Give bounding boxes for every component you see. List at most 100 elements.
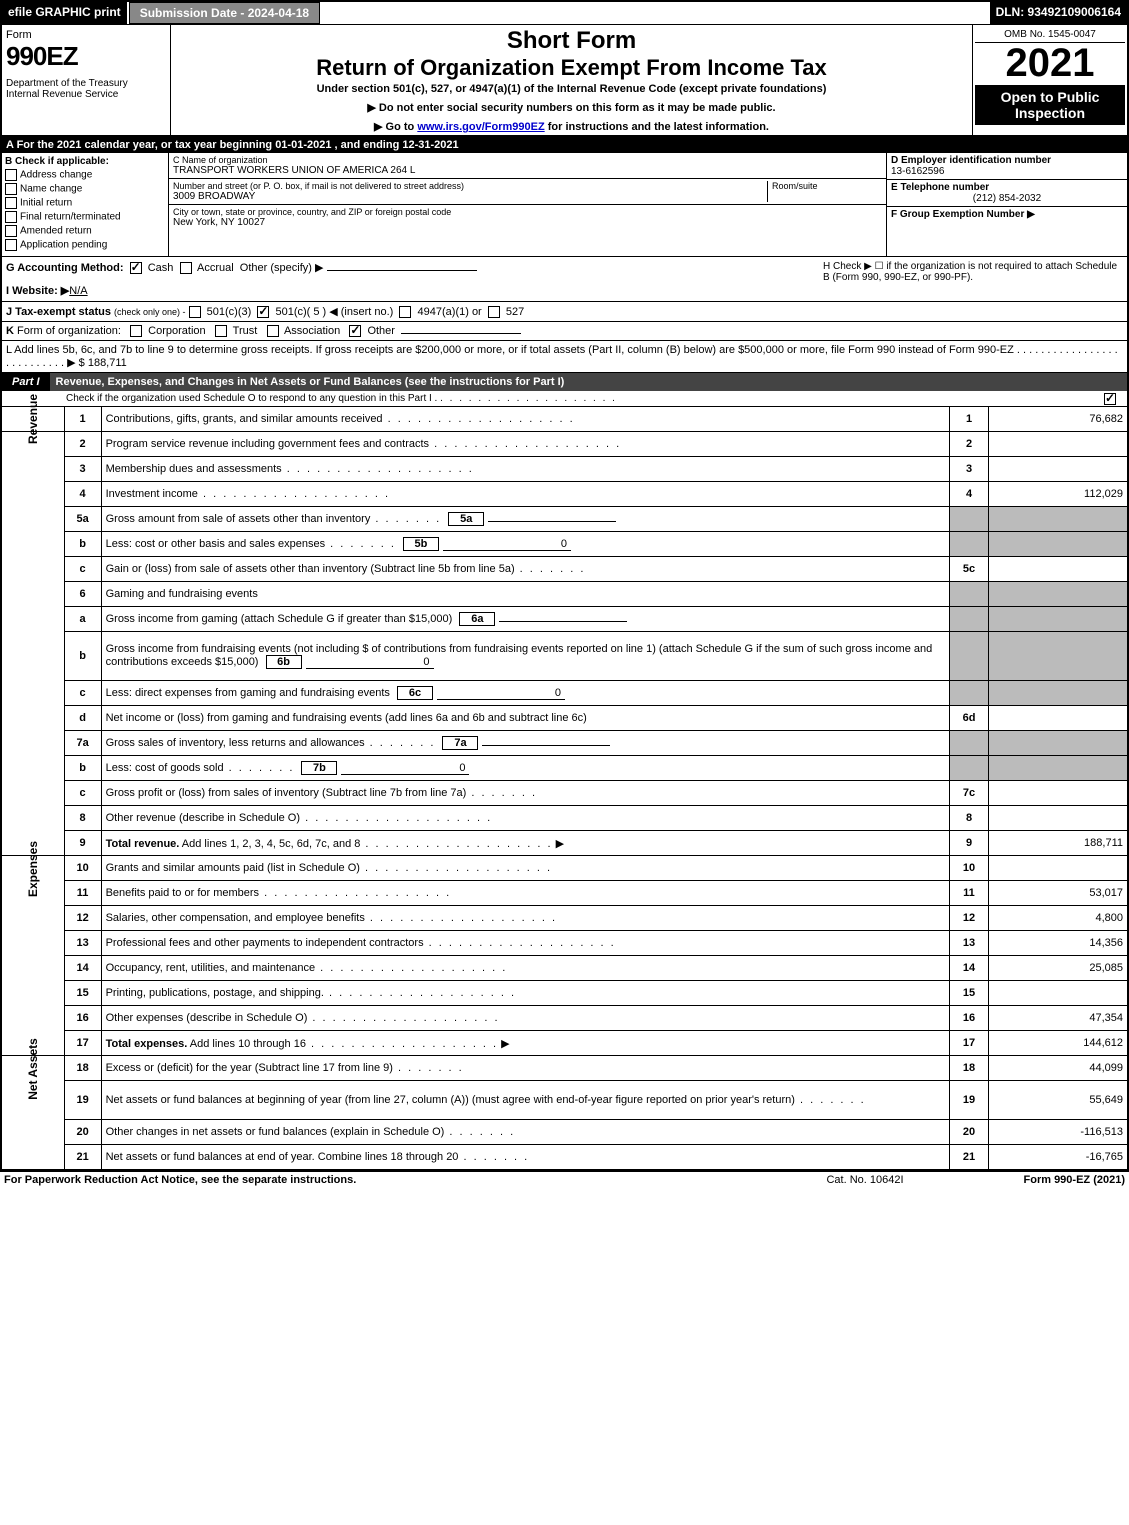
form-number: 990EZ [6,41,166,72]
cb-address-change[interactable]: Address change [5,169,165,181]
amt-7b-shaded [989,756,1128,781]
d-label: D Employer identification number [891,155,1051,166]
schedule-o-text: Check if the organization used Schedule … [6,393,437,404]
desc-5b: Less: cost or other basis and sales expe… [101,532,949,557]
desc-5c: Gain or (loss) from sale of assets other… [101,557,949,582]
ln-12: 12 [64,906,101,931]
cb-cash[interactable] [130,262,142,274]
cb-527[interactable] [488,306,500,318]
org-name-cell: C Name of organization TRANSPORT WORKERS… [169,153,886,179]
part-1-header: Part I Revenue, Expenses, and Changes in… [2,373,1127,391]
desc-2: Program service revenue including govern… [101,432,949,457]
amt-12: 4,800 [989,906,1128,931]
amt-6-shaded [989,582,1128,607]
num-2: 2 [950,432,989,457]
cb-accrual[interactable] [180,262,192,274]
row-k: K Form of organization: Corporation Trus… [2,322,1127,341]
num-6-shaded [950,582,989,607]
cb-other-org[interactable] [349,325,361,337]
footer-mid: Cat. No. 10642I [765,1174,965,1186]
website: N/A [69,285,87,297]
ln-6c: c [64,681,101,706]
cb-final-return[interactable]: Final return/terminated [5,211,165,223]
side-expenses: Expenses [2,856,64,881]
row-h: H Check ▶ ☐ if the organization is not r… [815,261,1123,297]
cb-501c[interactable] [257,306,269,318]
num-12: 12 [950,906,989,931]
cb-assoc[interactable] [267,325,279,337]
num-9: 9 [950,831,989,856]
form-word: Form [6,29,166,41]
ln-4: 4 [64,482,101,507]
cb-application-pending[interactable]: Application pending [5,239,165,251]
num-11: 11 [950,881,989,906]
desc-19: Net assets or fund balances at beginning… [101,1081,949,1120]
amt-7c [989,781,1128,806]
l-amount: 188,711 [88,357,127,369]
ln-10: 10 [64,856,101,881]
num-13: 13 [950,931,989,956]
desc-7b: Less: cost of goods sold 7b0 [101,756,949,781]
cb-corp[interactable] [130,325,142,337]
department: Department of the Treasury Internal Reve… [6,78,166,100]
amt-6b-shaded [989,632,1128,681]
amt-9: 188,711 [989,831,1128,856]
amt-4: 112,029 [989,482,1128,507]
amt-7a-shaded [989,731,1128,756]
num-8: 8 [950,806,989,831]
address-cell: Number and street (or P. O. box, if mail… [169,179,886,205]
cb-501c3[interactable] [189,306,201,318]
desc-15: Printing, publications, postage, and shi… [101,981,949,1006]
amt-20: -116,513 [989,1120,1128,1145]
cb-amended-return[interactable]: Amended return [5,225,165,237]
irs-link[interactable]: www.irs.gov/Form990EZ [417,121,544,133]
ln-20: 20 [64,1120,101,1145]
desc-8: Other revenue (describe in Schedule O) [101,806,949,831]
amt-6d [989,706,1128,731]
short-form-title: Short Form [177,27,966,55]
submission-date: Submission Date - 2024-04-18 [129,2,320,24]
footer-left: For Paperwork Reduction Act Notice, see … [4,1174,765,1186]
side-netassets: Net Assets [2,1056,64,1081]
instruction-1: ▶ Do not enter social security numbers o… [177,101,966,114]
part-1-title: Revenue, Expenses, and Changes in Net As… [50,373,1127,391]
desc-1: Contributions, gifts, grants, and simila… [101,407,949,432]
ln-9: 9 [64,831,101,856]
e-phone-cell: E Telephone number (212) 854-2032 [887,180,1127,207]
amt-2 [989,432,1128,457]
cb-trust[interactable] [215,325,227,337]
address: 3009 BROADWAY [173,191,763,202]
num-3: 3 [950,457,989,482]
row-g: G Accounting Method: Cash Accrual Other … [6,261,815,297]
header-left: Form 990EZ Department of the Treasury In… [2,25,171,135]
row-gh: G Accounting Method: Cash Accrual Other … [2,257,1127,302]
subtitle: Under section 501(c), 527, or 4947(a)(1)… [177,83,966,95]
ln-6a: a [64,607,101,632]
part-1-table: Revenue 1 Contributions, gifts, grants, … [2,407,1127,1170]
cb-4947[interactable] [399,306,411,318]
amt-5c [989,557,1128,582]
desc-20: Other changes in net assets or fund bala… [101,1120,949,1145]
form-990ez: efile GRAPHIC print Submission Date - 20… [0,0,1129,1172]
other-specify-line [327,270,477,271]
cb-schedule-o[interactable] [1104,393,1116,405]
l-text: L Add lines 5b, 6c, and 7b to line 9 to … [6,344,1118,369]
ln-1: 1 [64,407,101,432]
cb-name-change[interactable]: Name change [5,183,165,195]
num-19: 19 [950,1081,989,1120]
section-def: D Employer identification number 13-6162… [886,153,1127,256]
amt-6a-shaded [989,607,1128,632]
ln-18: 18 [64,1056,101,1081]
row-a-tax-year: A For the 2021 calendar year, or tax yea… [2,137,1127,153]
desc-5a: Gross amount from sale of assets other t… [101,507,949,532]
section-bcdef: B Check if applicable: Address change Na… [2,153,1127,257]
ln-13: 13 [64,931,101,956]
amt-1: 76,682 [989,407,1128,432]
desc-14: Occupancy, rent, utilities, and maintena… [101,956,949,981]
efile-graphic-print: efile GRAPHIC print [2,2,127,24]
form-header: Form 990EZ Department of the Treasury In… [2,25,1127,137]
desc-6: Gaming and fundraising events [101,582,949,607]
open-to-public: Open to Public Inspection [975,85,1125,125]
num-15: 15 [950,981,989,1006]
cb-initial-return[interactable]: Initial return [5,197,165,209]
